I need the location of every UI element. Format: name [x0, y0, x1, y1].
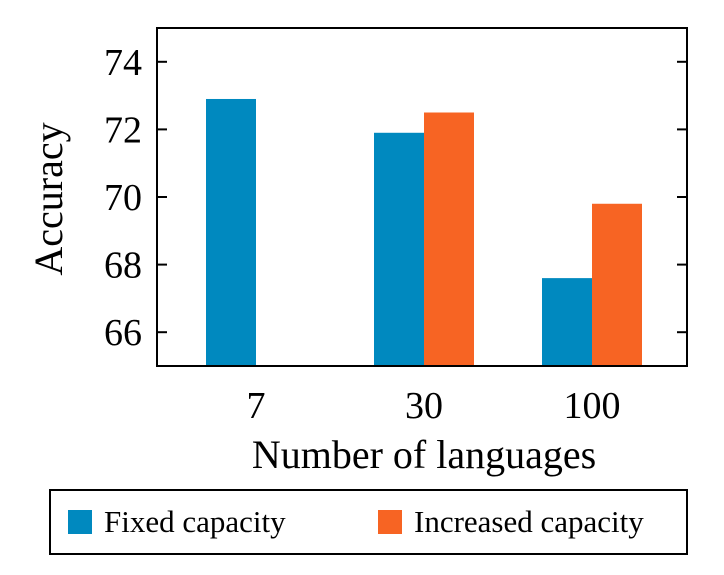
y-axis: 66 68 70 72 74: [104, 42, 687, 354]
bar-fixed-30: [374, 132, 424, 366]
x-tick-label: 7: [247, 385, 266, 427]
legend: Fixed capacity Increased capacity: [49, 489, 688, 555]
x-axis: 7 30 100: [247, 385, 621, 427]
bar-increased-30: [424, 112, 474, 366]
bar-fixed-7: [206, 98, 256, 366]
plot-frame: [156, 27, 688, 367]
legend-swatch-fixed: [68, 510, 92, 534]
y-tick-label: 68: [104, 245, 142, 287]
x-axis-label: Number of languages: [252, 432, 596, 477]
y-tick-label: 72: [104, 109, 142, 151]
x-tick-label: 30: [405, 385, 443, 427]
y-tick-label: 74: [104, 42, 142, 84]
bar-increased-100: [592, 203, 642, 366]
legend-box: [49, 489, 688, 555]
legend-swatch-increased: [378, 510, 402, 534]
y-axis-label: Accuracy: [26, 122, 71, 275]
legend-label-increased: Increased capacity: [414, 504, 644, 539]
y-tick-label: 70: [104, 177, 142, 219]
x-tick-label: 100: [564, 385, 621, 427]
legend-label-fixed: Fixed capacity: [104, 504, 286, 539]
bars-layer: [206, 98, 642, 366]
bar-fixed-100: [542, 278, 592, 366]
y-tick-label: 66: [104, 312, 142, 354]
